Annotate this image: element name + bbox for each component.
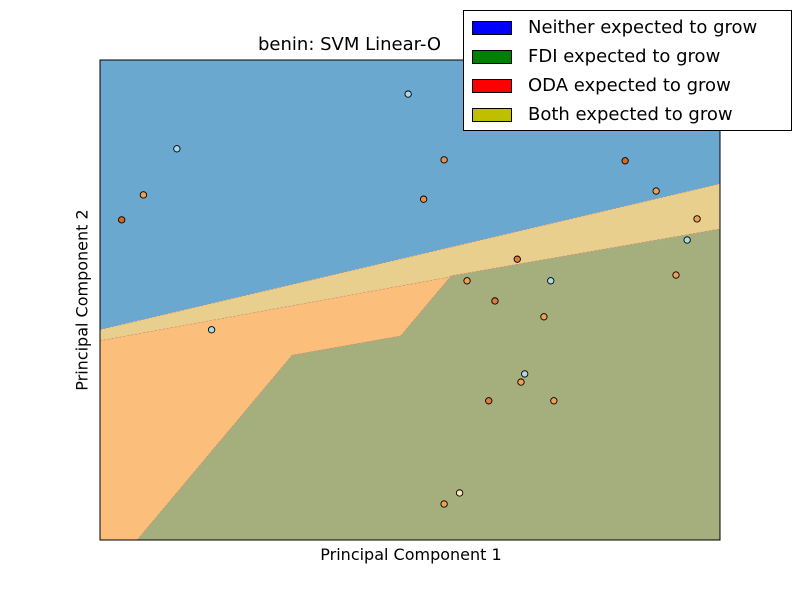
x-axis-label: Principal Component 1: [320, 545, 502, 564]
legend: Neither expected to grow FDI expected to…: [463, 10, 792, 131]
data-point: [419, 195, 428, 203]
legend-swatch: [472, 78, 512, 93]
legend-label: FDI expected to grow: [528, 46, 721, 67]
plot-frame: [99, 59, 721, 541]
legend-item-oda: ODA expected to grow: [472, 71, 731, 100]
data-point: [672, 271, 680, 279]
data-point: [693, 215, 701, 223]
data-point: [621, 157, 629, 165]
data-point: [455, 489, 464, 497]
data-point: [652, 187, 660, 195]
decision-regions: [99, 59, 721, 541]
data-point: [118, 216, 126, 224]
data-point: [547, 277, 555, 285]
region-fdi-expected-to-grow: [136, 228, 721, 541]
data-point: [491, 297, 499, 305]
data-points: [118, 90, 701, 508]
legend-item-neither: Neither expected to grow: [472, 13, 757, 42]
data-point: [207, 326, 216, 334]
data-point: [485, 397, 493, 405]
legend-swatch: [472, 20, 512, 35]
data-point: [513, 255, 521, 263]
legend-swatch: [472, 107, 512, 122]
data-point: [540, 313, 548, 321]
data-point: [521, 370, 529, 378]
data-point: [404, 90, 412, 98]
legend-label: ODA expected to grow: [528, 75, 731, 96]
data-point: [517, 378, 525, 386]
chart-title: benin: SVM Linear-O: [258, 34, 442, 55]
data-point: [173, 145, 181, 153]
data-point: [440, 500, 448, 508]
y-axis-label: Principal Component 2: [72, 209, 92, 391]
legend-label: Both expected to grow: [528, 104, 733, 125]
legend-label: Neither expected to grow: [528, 17, 758, 38]
legend-item-fdi: FDI expected to grow: [472, 42, 720, 71]
data-point: [550, 397, 558, 405]
data-point: [440, 156, 448, 164]
data-point: [463, 277, 471, 285]
legend-swatch: [472, 49, 512, 64]
data-point: [683, 236, 691, 244]
legend-item-both: Both expected to grow: [472, 100, 733, 129]
data-point: [139, 191, 148, 199]
